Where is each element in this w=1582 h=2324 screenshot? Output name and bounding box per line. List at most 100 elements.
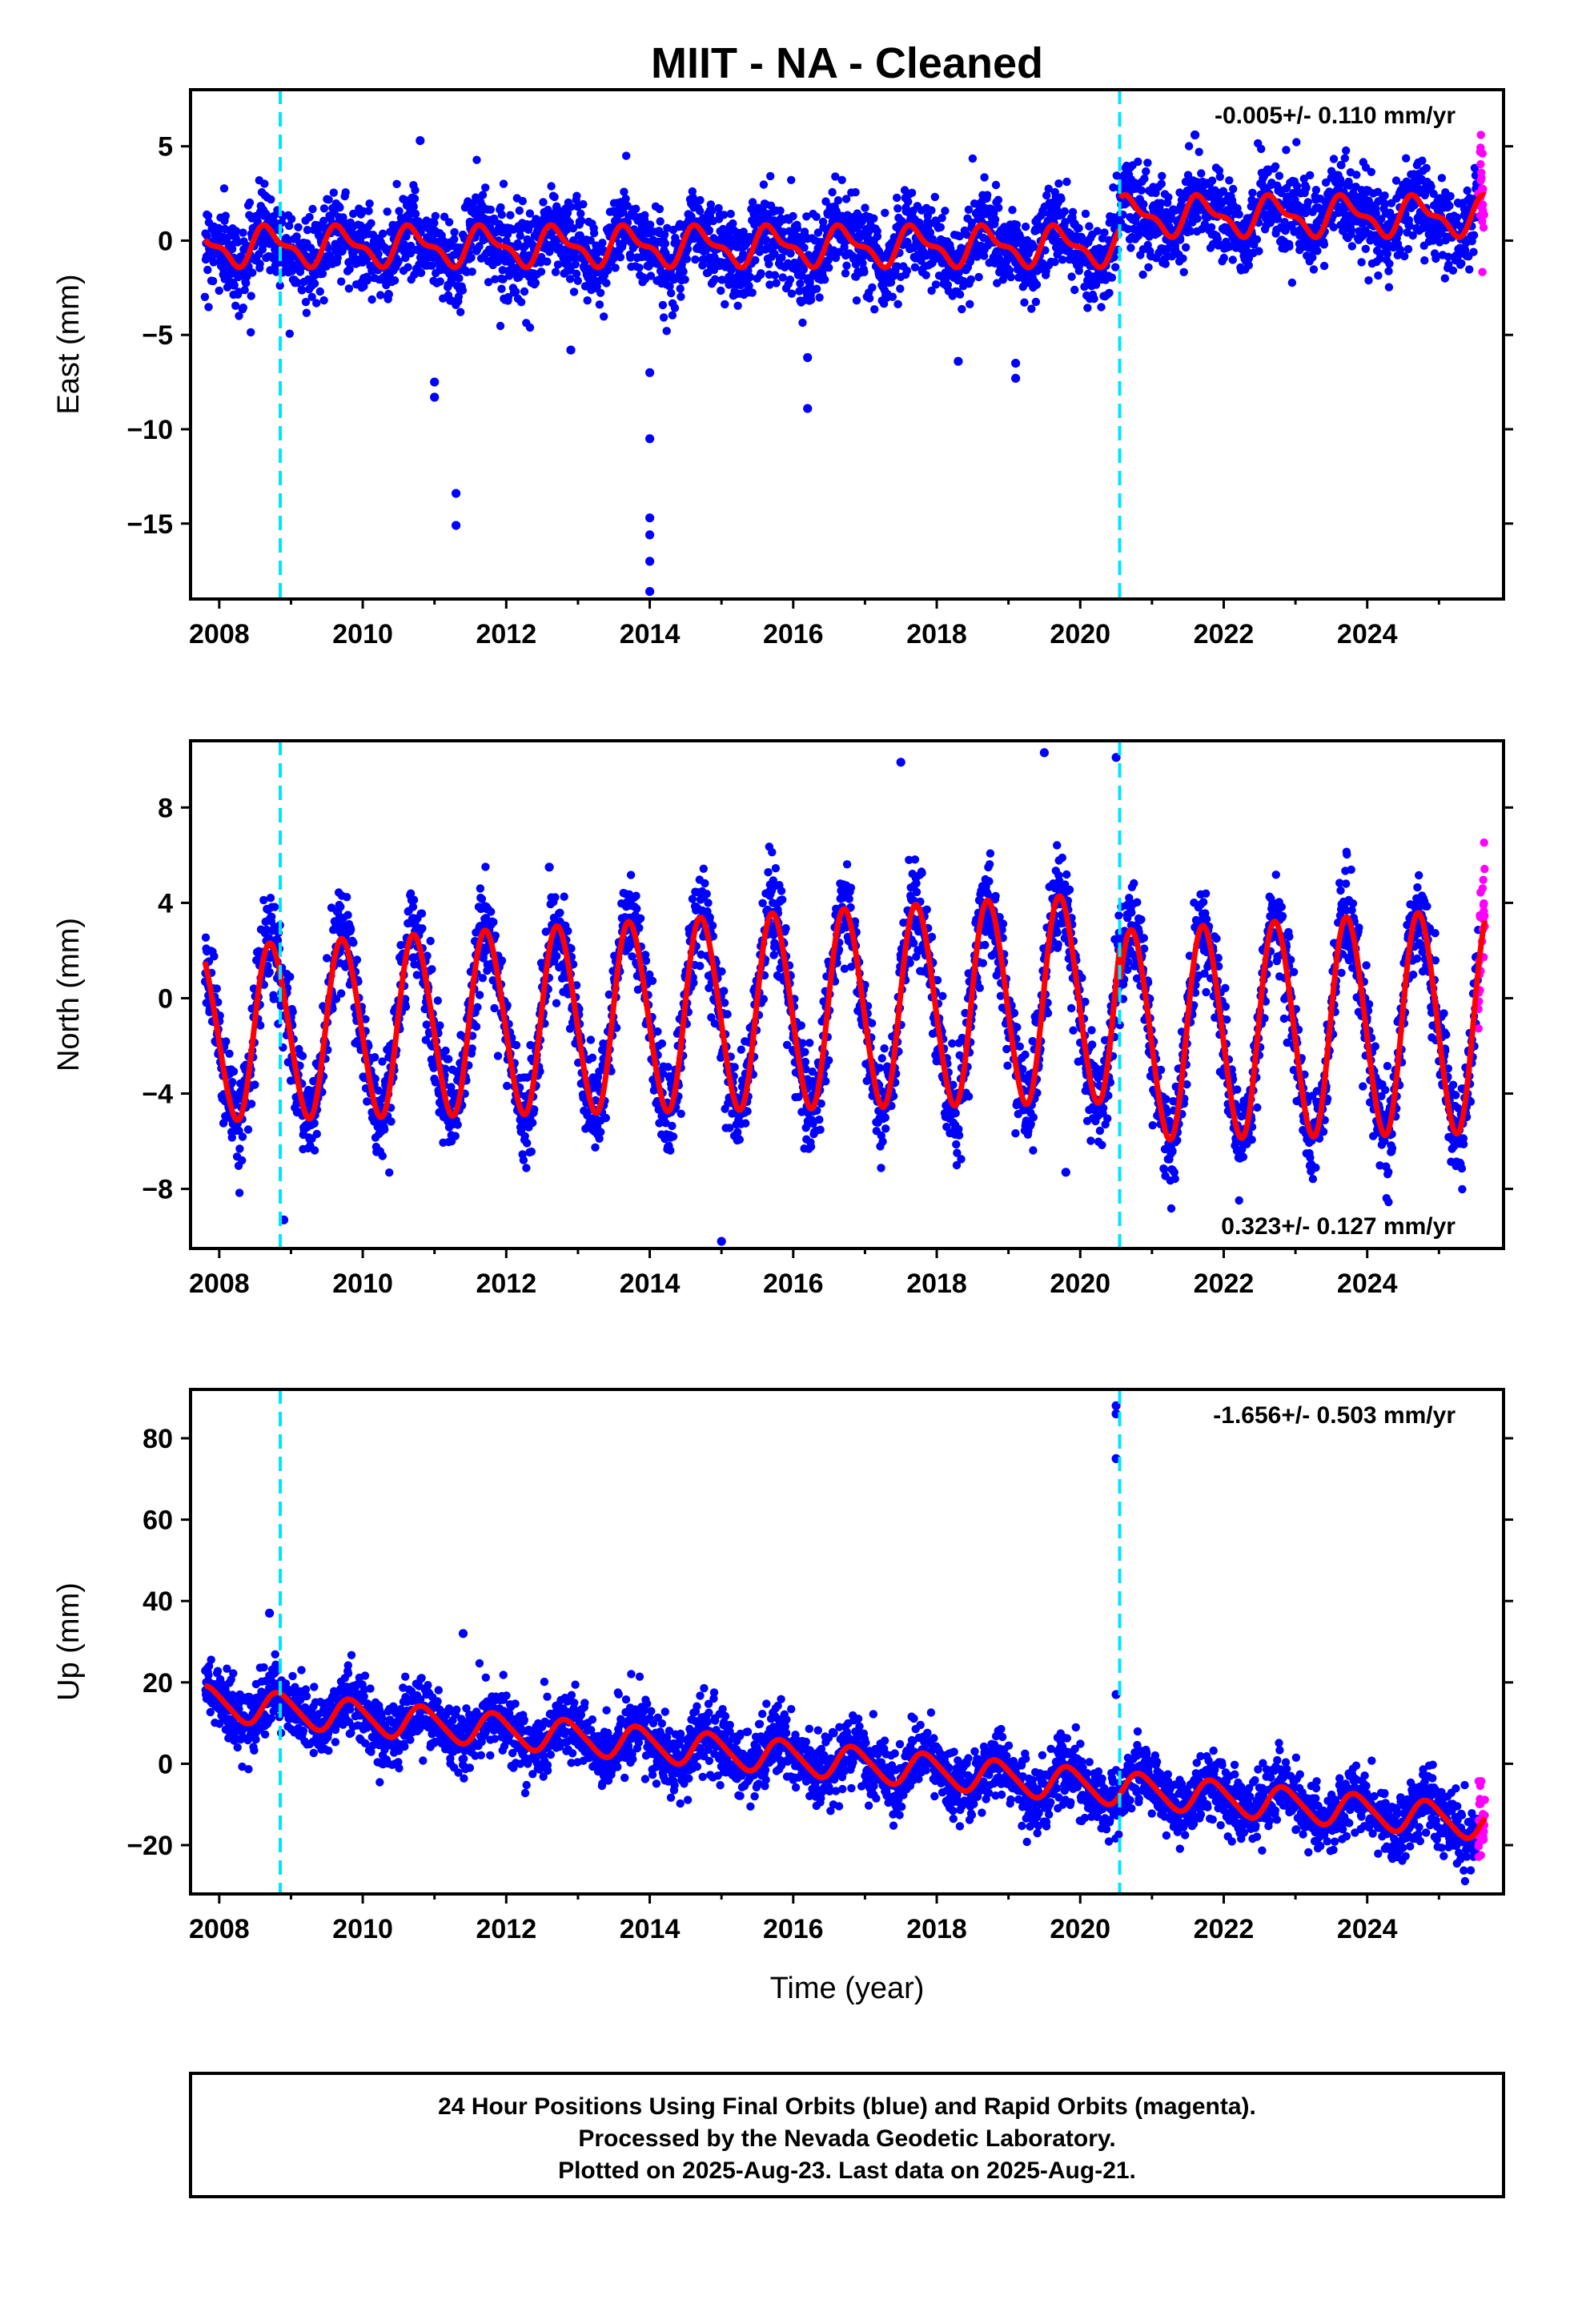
final-orbit-point	[240, 286, 249, 295]
final-orbit-point	[288, 1007, 297, 1016]
final-orbit-point	[504, 292, 513, 302]
final-orbit-point	[467, 253, 476, 262]
final-orbit-point	[223, 1111, 232, 1120]
final-orbit-point	[632, 891, 640, 900]
final-orbit-point	[626, 253, 635, 262]
north-panel: 2008 2010 2012 2014 2016 2018 2020 2022 2024840−…	[52, 739, 1513, 1299]
final-orbit-point	[247, 1100, 256, 1108]
final-orbit-point	[407, 241, 416, 251]
final-orbit-point	[1367, 167, 1376, 176]
final-orbit-point	[870, 305, 879, 314]
final-orbit-point	[567, 944, 576, 953]
final-orbit-point	[661, 239, 670, 248]
final-orbit-point	[235, 312, 243, 320]
final-orbit-point	[203, 265, 212, 275]
final-orbit-point	[1213, 234, 1223, 243]
final-orbit-point	[1164, 193, 1173, 202]
final-orbit-point	[865, 294, 874, 303]
final-orbit-point	[550, 192, 559, 202]
final-orbit-point	[602, 279, 611, 287]
final-orbit-point	[378, 1152, 387, 1160]
final-orbit-point	[990, 215, 1000, 224]
final-orbit-point	[641, 956, 651, 966]
final-orbit-point	[308, 204, 317, 214]
final-orbit-point	[565, 275, 575, 283]
final-orbit-point	[596, 1128, 605, 1136]
east-plot-area	[200, 90, 1489, 599]
final-orbit-point	[1282, 146, 1291, 155]
final-orbit-point	[259, 895, 268, 905]
final-orbit-point	[343, 893, 351, 902]
final-orbit-point	[519, 1156, 528, 1164]
final-orbit-point	[1313, 247, 1322, 255]
final-orbit-point	[303, 226, 312, 235]
final-orbit-point	[344, 284, 354, 293]
final-orbit-point	[1418, 156, 1427, 165]
final-orbit-point	[596, 288, 605, 297]
final-orbit-point	[1193, 214, 1202, 223]
final-orbit-point	[1091, 280, 1101, 289]
final-orbit-point	[1054, 179, 1063, 188]
final-orbit-point	[301, 297, 311, 307]
outlier-point	[645, 513, 655, 523]
final-orbit-point	[563, 208, 572, 218]
final-orbit-point	[1252, 235, 1262, 244]
final-orbit-point	[1443, 252, 1453, 261]
final-orbit-point	[1219, 253, 1229, 263]
final-orbit-point	[1340, 154, 1350, 163]
final-orbit-point	[813, 228, 823, 237]
final-orbit-point	[409, 202, 418, 211]
final-orbit-point	[491, 275, 500, 283]
final-orbit-point	[502, 236, 511, 245]
final-orbit-point	[1219, 187, 1228, 195]
final-orbit-point	[1182, 243, 1191, 252]
final-orbit-point	[1402, 154, 1411, 163]
final-orbit-point	[310, 1146, 319, 1155]
final-orbit-point	[209, 258, 218, 267]
final-orbit-point	[979, 251, 989, 260]
final-orbit-point	[428, 261, 436, 270]
final-orbit-point	[886, 278, 896, 287]
final-orbit-point	[1183, 171, 1193, 179]
final-orbit-point	[1061, 218, 1070, 227]
final-orbit-point	[797, 271, 806, 280]
final-orbit-point	[1126, 243, 1135, 252]
final-orbit-point	[454, 292, 464, 301]
final-orbit-point	[842, 261, 851, 270]
final-orbit-point	[1385, 259, 1394, 268]
final-orbit-point	[955, 290, 965, 299]
final-orbit-point	[552, 951, 561, 961]
final-orbit-point	[1437, 174, 1447, 183]
final-orbit-point	[339, 213, 347, 222]
final-orbit-point	[980, 173, 989, 182]
final-orbit-point	[806, 296, 816, 304]
x-tick-label: 2014	[620, 619, 681, 649]
final-orbit-point	[1400, 251, 1409, 261]
final-orbit-point	[604, 990, 613, 999]
final-orbit-point	[390, 276, 400, 285]
y-tick-label: −15	[126, 509, 173, 540]
final-orbit-point	[1422, 163, 1431, 173]
final-orbit-point	[1067, 272, 1076, 281]
final-orbit-point	[248, 268, 257, 277]
y-tick-label: 0	[158, 226, 173, 256]
final-orbit-point	[260, 179, 269, 188]
final-orbit-point	[1050, 258, 1059, 267]
final-orbit-point	[825, 263, 833, 272]
final-orbit-point	[1074, 223, 1083, 233]
final-orbit-point	[203, 211, 213, 220]
final-orbit-point	[536, 267, 546, 276]
final-orbit-point	[789, 211, 797, 221]
final-orbit-point	[416, 268, 426, 277]
final-orbit-point	[411, 209, 420, 219]
outlier-point	[452, 489, 461, 498]
final-orbit-point	[656, 217, 665, 226]
final-orbit-point	[653, 1027, 662, 1036]
final-orbit-point	[219, 184, 229, 193]
final-orbit-point	[1361, 244, 1371, 253]
east-panel: 2008 2010 2012 2014 2016 2018 2020 2022 202450−5…	[52, 88, 1513, 649]
final-orbit-point	[748, 288, 757, 297]
final-orbit-point	[1408, 231, 1417, 240]
final-orbit-point	[566, 203, 576, 211]
outlier-point	[803, 352, 813, 363]
